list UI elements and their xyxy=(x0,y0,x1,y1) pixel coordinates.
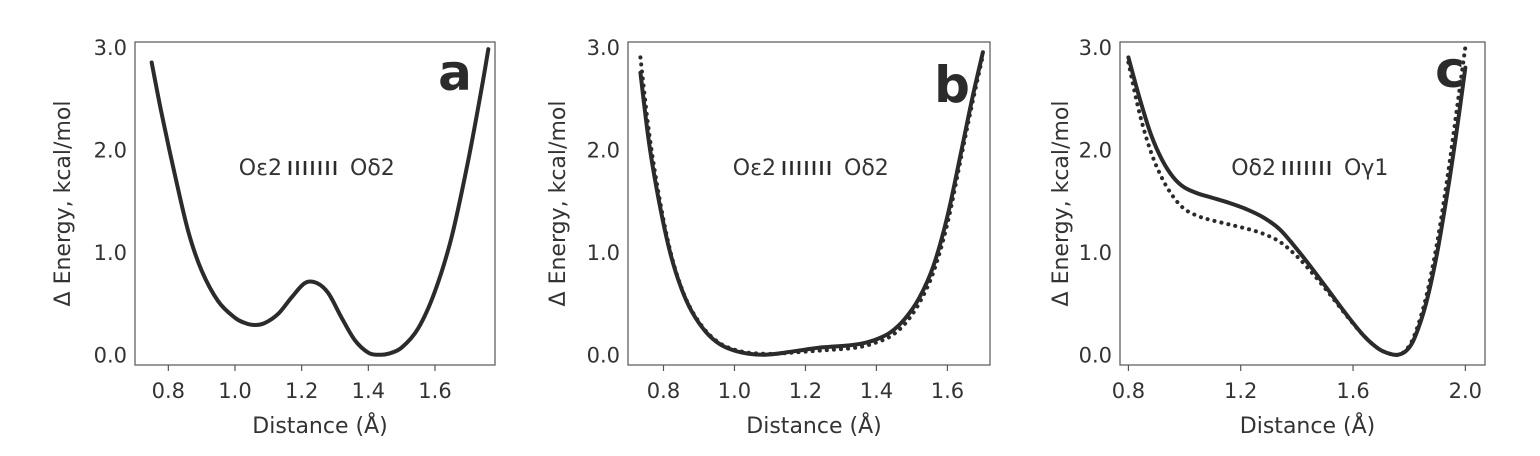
annotation-left-atom: Oε2 xyxy=(239,156,282,181)
x-tick-label: 0.8 xyxy=(1112,379,1145,403)
x-tick-label: 1.2 xyxy=(285,379,318,403)
series-line-solid xyxy=(638,50,985,357)
y-tick-label: 2.0 xyxy=(94,139,127,163)
panel-letter: b xyxy=(934,56,970,114)
y-tick-label: 2.0 xyxy=(587,139,620,163)
chart-panel-b: 0.8 1.0 1.2 1.4 1.6 0.0 1.0 2.0 3.0 Distance (Å) Δ… xyxy=(510,0,1020,456)
panel-letter: a xyxy=(438,44,472,102)
x-tick-label: 1.0 xyxy=(718,379,751,403)
chart-panel-c: 0.8 1.2 1.6 2.0 0.0 1.0 2.0 3.0 Distance (Å) Δ En… xyxy=(1020,0,1540,456)
plot-frame xyxy=(627,41,991,366)
x-axis-title: Distance (Å) xyxy=(1240,412,1375,439)
y-tick-label: 0.0 xyxy=(94,344,127,368)
x-axis-title: Distance (Å) xyxy=(252,412,387,439)
y-tick-label: 1.0 xyxy=(94,241,127,265)
series-line-solid xyxy=(1126,55,1468,357)
x-tick-label: 1.4 xyxy=(352,379,385,403)
y-axis-title: Δ Energy, kcal/mol xyxy=(51,101,76,307)
y-tick-label: 3.0 xyxy=(587,36,620,60)
series-line-dotted xyxy=(638,53,985,356)
series-line-solid xyxy=(149,47,491,357)
chart-svg-a: 0.8 1.0 1.2 1.4 1.6 0.0 1.0 2.0 3.0 Distance (Å) Δ… xyxy=(51,36,496,439)
x-tick-label: 1.0 xyxy=(218,379,251,403)
x-tick-label: 1.4 xyxy=(860,379,893,403)
y-axis-title: Δ Energy, kcal/mol xyxy=(1049,101,1074,307)
annotation-right-atom: Oδ2 xyxy=(350,156,395,181)
y-tick-label: 3.0 xyxy=(1079,36,1112,60)
y-tick-label: 1.0 xyxy=(1079,241,1112,265)
y-tick-label: 0.0 xyxy=(587,344,620,368)
y-tick-label: 2.0 xyxy=(1079,139,1112,163)
x-tick-label: 1.2 xyxy=(789,379,822,403)
plot-frame xyxy=(1119,41,1486,366)
annotation-left-atom: Oδ2 xyxy=(1231,156,1276,181)
x-tick-label: 1.6 xyxy=(1336,379,1369,403)
y-tick-label: 1.0 xyxy=(587,241,620,265)
panel-letter: c xyxy=(1435,41,1465,99)
x-tick-label: 1.6 xyxy=(931,379,964,403)
annotation-right-atom: Oδ2 xyxy=(844,156,889,181)
annotation-left-atom: Oε2 xyxy=(733,156,776,181)
plot-frame xyxy=(134,41,496,366)
chart-svg-b: 0.8 1.0 1.2 1.4 1.6 0.0 1.0 2.0 3.0 Distance (Å) Δ… xyxy=(546,36,991,439)
chart-svg-c: 0.8 1.2 1.6 2.0 0.0 1.0 2.0 3.0 Distance (Å) Δ En… xyxy=(1049,36,1486,439)
y-tick-label: 0.0 xyxy=(1079,344,1112,368)
x-tick-label: 1.6 xyxy=(418,379,451,403)
chart-panel-a: 0.8 1.0 1.2 1.4 1.6 0.0 1.0 2.0 3.0 Distance (Å) Δ… xyxy=(0,0,510,456)
series-line-dotted xyxy=(1126,45,1468,358)
x-tick-label: 1.2 xyxy=(1224,379,1257,403)
x-tick-label: 2.0 xyxy=(1449,379,1482,403)
y-tick-label: 3.0 xyxy=(94,36,127,60)
annotation-right-atom: Oγ1 xyxy=(1344,156,1388,181)
x-tick-label: 0.8 xyxy=(152,379,185,403)
y-axis-title: Δ Energy, kcal/mol xyxy=(546,101,571,307)
x-axis-title: Distance (Å) xyxy=(746,412,881,439)
x-tick-label: 0.8 xyxy=(647,379,680,403)
